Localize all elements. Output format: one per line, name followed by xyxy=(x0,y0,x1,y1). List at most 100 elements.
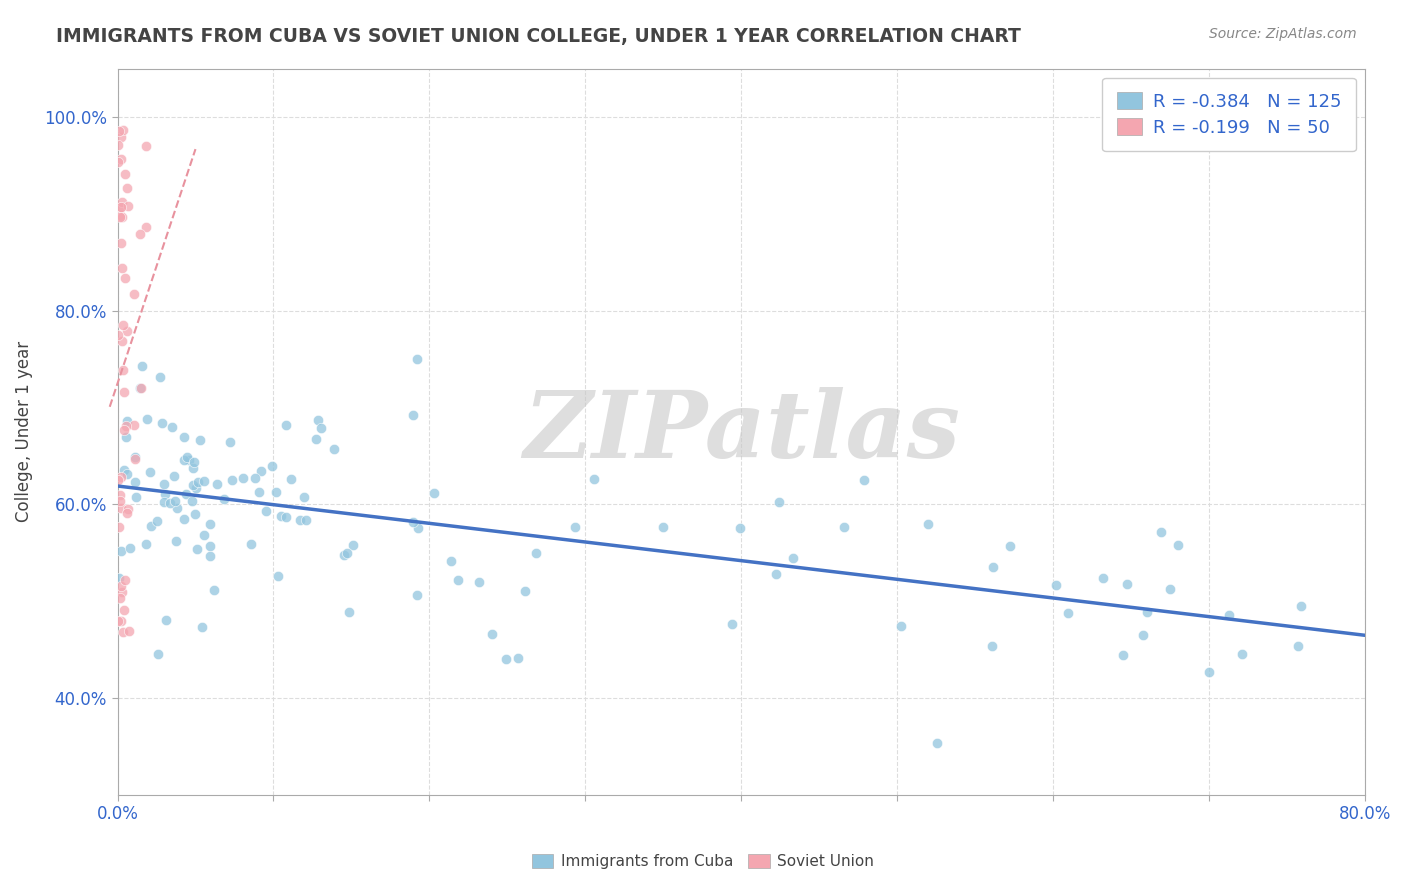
Point xyxy=(468,574,491,589)
Point xyxy=(146,647,169,661)
Point xyxy=(118,624,141,639)
Point xyxy=(307,413,329,427)
Point xyxy=(110,153,132,167)
Point xyxy=(981,639,1004,653)
Point xyxy=(110,210,132,224)
Point xyxy=(1132,628,1154,642)
Point xyxy=(721,617,744,632)
Point xyxy=(260,459,283,474)
Point xyxy=(152,495,174,509)
Point xyxy=(160,420,183,434)
Point xyxy=(115,180,138,194)
Point xyxy=(280,472,302,486)
Point xyxy=(506,651,529,665)
Point xyxy=(190,620,212,634)
Point xyxy=(111,363,134,377)
Point xyxy=(1218,607,1240,622)
Point xyxy=(111,318,134,332)
Point xyxy=(200,539,222,553)
Point xyxy=(240,537,263,551)
Point xyxy=(402,409,425,423)
Point xyxy=(245,470,267,484)
Point xyxy=(152,477,174,491)
Point xyxy=(295,513,318,527)
Point xyxy=(180,493,202,508)
Y-axis label: College, Under 1 year: College, Under 1 year xyxy=(15,342,32,523)
Point xyxy=(129,381,152,395)
Point xyxy=(108,488,131,502)
Point xyxy=(1112,648,1135,662)
Point xyxy=(1159,582,1181,597)
Point xyxy=(117,502,139,516)
Point xyxy=(652,520,675,534)
Point xyxy=(174,487,197,501)
Point xyxy=(173,512,195,526)
Point xyxy=(165,533,187,548)
Point xyxy=(150,416,173,430)
Point xyxy=(247,485,270,500)
Point xyxy=(270,508,292,523)
Point xyxy=(139,518,162,533)
Point xyxy=(193,527,215,541)
Point xyxy=(481,627,503,641)
Point xyxy=(212,491,235,506)
Point xyxy=(110,501,132,516)
Point xyxy=(110,200,132,214)
Point xyxy=(184,508,207,522)
Point xyxy=(112,463,135,477)
Legend: Immigrants from Cuba, Soviet Union: Immigrants from Cuba, Soviet Union xyxy=(526,848,880,875)
Point xyxy=(111,194,134,209)
Point xyxy=(1116,576,1139,591)
Point xyxy=(176,450,198,464)
Point xyxy=(1167,538,1189,552)
Point xyxy=(495,651,517,665)
Point xyxy=(107,124,129,138)
Point xyxy=(110,544,132,558)
Point xyxy=(292,491,315,505)
Point xyxy=(564,520,586,534)
Point xyxy=(853,473,876,487)
Point xyxy=(166,501,188,516)
Point xyxy=(305,432,328,446)
Point xyxy=(981,560,1004,574)
Point xyxy=(288,513,311,527)
Point xyxy=(405,352,427,367)
Point xyxy=(406,588,429,602)
Point xyxy=(342,539,364,553)
Point xyxy=(173,452,195,467)
Point xyxy=(107,154,129,169)
Point xyxy=(115,419,138,434)
Point xyxy=(333,549,356,563)
Point xyxy=(114,271,136,285)
Point xyxy=(124,475,146,489)
Point xyxy=(925,736,948,750)
Point xyxy=(173,429,195,443)
Point xyxy=(190,433,212,447)
Point xyxy=(582,472,605,486)
Point xyxy=(1230,647,1253,661)
Point xyxy=(110,129,132,144)
Point xyxy=(276,418,298,433)
Point xyxy=(254,504,277,518)
Point xyxy=(111,625,134,640)
Point xyxy=(114,167,136,181)
Point xyxy=(122,287,145,301)
Legend: R = -0.384   N = 125, R = -0.199   N = 50: R = -0.384 N = 125, R = -0.199 N = 50 xyxy=(1102,78,1355,152)
Point xyxy=(153,487,176,501)
Point xyxy=(765,566,787,581)
Point xyxy=(111,210,134,224)
Point xyxy=(165,493,187,508)
Point xyxy=(890,619,912,633)
Point xyxy=(107,473,129,487)
Point xyxy=(440,554,463,568)
Point xyxy=(1092,571,1115,585)
Point xyxy=(135,220,157,235)
Point xyxy=(163,468,186,483)
Point xyxy=(108,520,131,534)
Point xyxy=(111,585,134,599)
Point xyxy=(181,478,204,492)
Point xyxy=(139,465,162,479)
Point xyxy=(110,200,132,214)
Point xyxy=(728,521,751,535)
Point xyxy=(111,261,134,276)
